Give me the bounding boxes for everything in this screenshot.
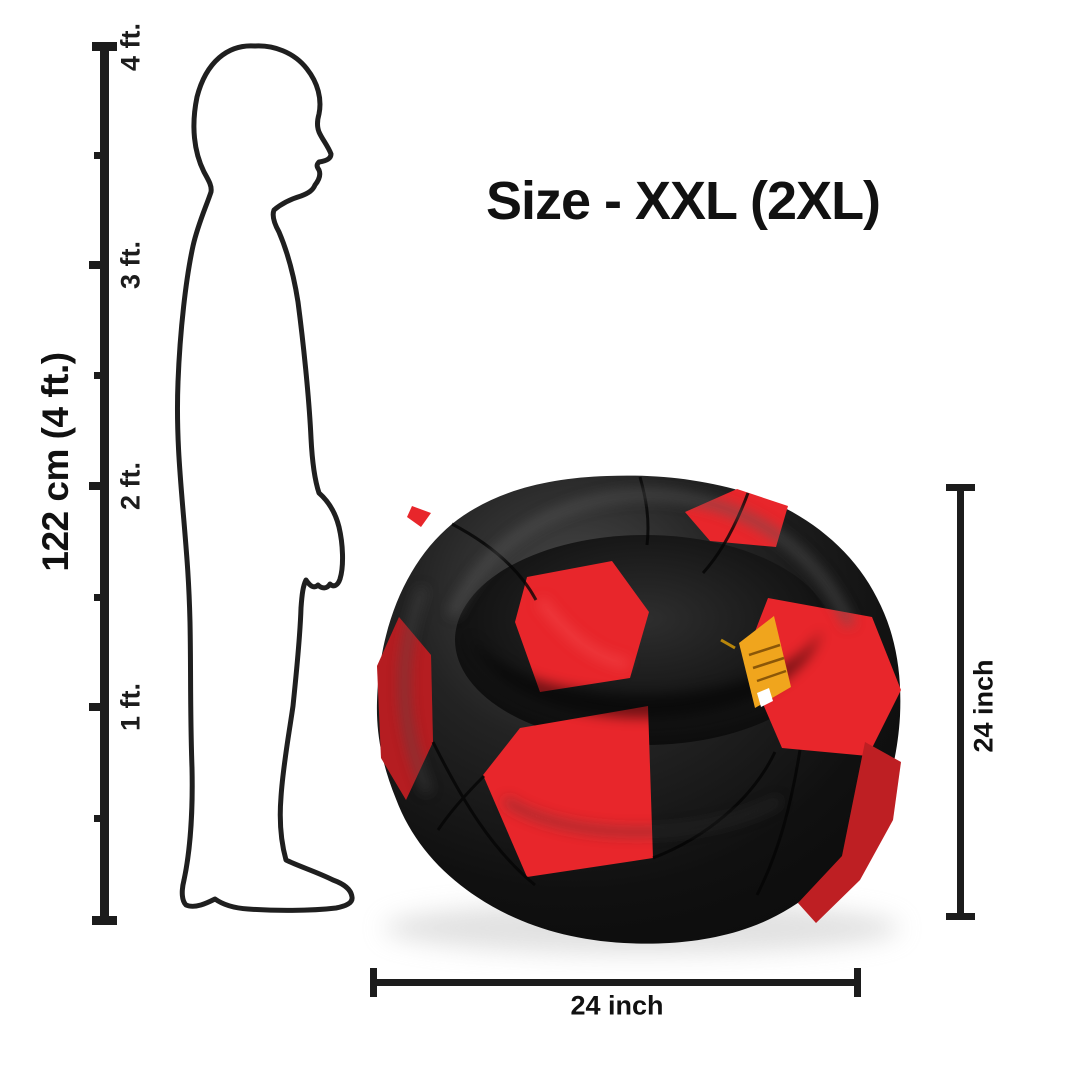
height-dimension-line — [946, 484, 975, 920]
child-outline — [174, 43, 355, 913]
ruler-tick-bottom — [92, 916, 117, 925]
tick-label-4ft: 4 ft. — [115, 22, 146, 72]
ruler-tick-minor — [94, 152, 109, 159]
height-dimension-label: 24 inch — [968, 659, 999, 753]
red-panel-bottom-right — [798, 742, 901, 923]
brand-tag — [720, 616, 791, 708]
bean-bag-illustration — [376, 475, 901, 954]
tick-label-2ft: 2 ft. — [115, 461, 146, 511]
ruler-tick-minor — [94, 594, 109, 601]
ruler-tick-major — [89, 703, 109, 711]
ruler-tick-minor — [94, 372, 109, 379]
width-dimension-line — [370, 968, 861, 997]
red-panel-top-left-sliver — [407, 506, 431, 527]
size-title: Size - XXL (2XL) — [485, 171, 881, 231]
tick-label-1ft: 1 ft. — [115, 682, 146, 732]
ruler-tick-top — [92, 42, 117, 51]
child-silhouette — [174, 43, 355, 913]
scale-caption: 122 cm (4 ft.) — [35, 352, 76, 572]
brand-tag-fabric — [739, 616, 791, 708]
tick-label-3ft: 3 ft. — [115, 240, 146, 290]
panel-seams — [431, 476, 802, 896]
gloss-highlights — [399, 489, 855, 836]
brand-tag-notch — [757, 688, 773, 707]
red-panel-right — [744, 598, 901, 756]
brand-tag-print — [748, 643, 787, 683]
ruler-tick-major — [89, 261, 109, 269]
panel-shading — [798, 742, 901, 923]
bowl-shadow — [470, 630, 822, 719]
height-ruler — [89, 42, 117, 925]
ruler-tick-major — [89, 482, 109, 490]
ruler-tick-minor — [94, 815, 109, 822]
width-dimension-label: 24 inch — [570, 990, 664, 1021]
